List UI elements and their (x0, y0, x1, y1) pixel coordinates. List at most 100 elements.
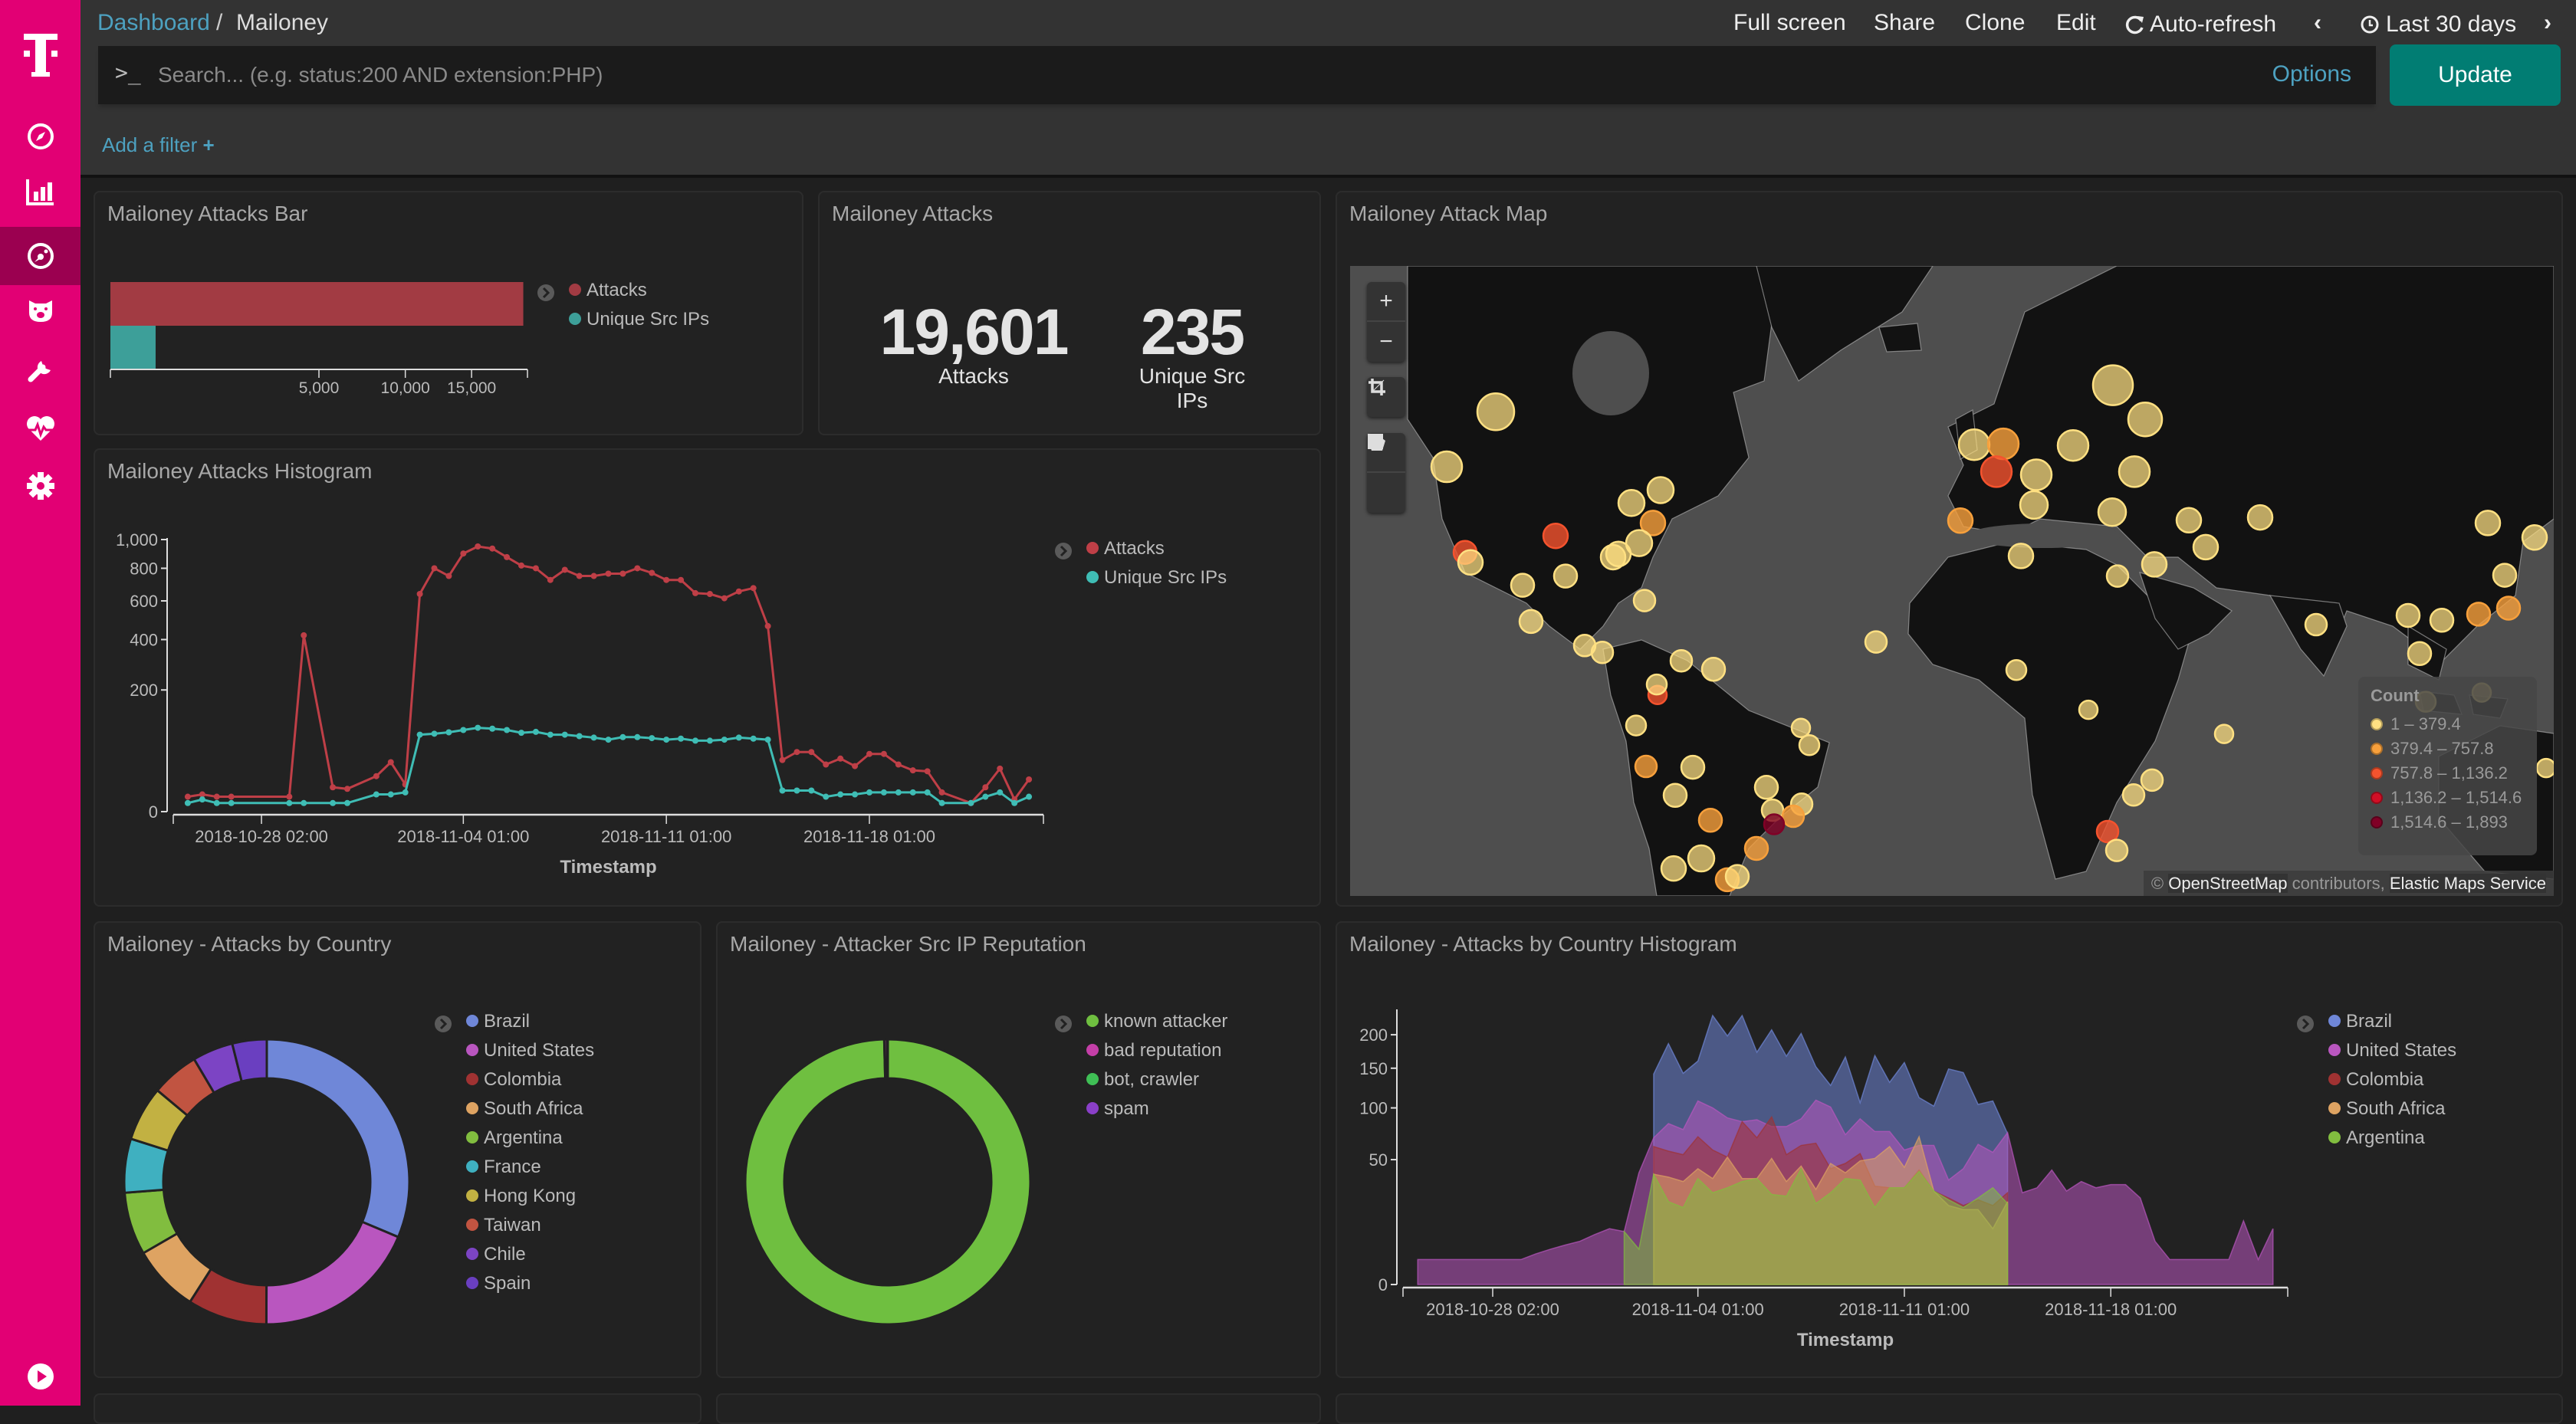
attack-location-marker[interactable] (2005, 659, 2028, 681)
legend-item[interactable]: Brazil (466, 1011, 530, 1032)
legend-item[interactable]: Taiwan (466, 1215, 541, 1235)
legend-item[interactable]: Spain (466, 1273, 531, 1294)
clone-button[interactable]: Clone (1965, 10, 2026, 35)
attack-location-marker[interactable] (1639, 510, 1667, 536)
attack-location-marker[interactable] (1864, 630, 1888, 654)
legend-item[interactable]: Colombia (466, 1069, 562, 1090)
attack-location-marker[interactable] (1700, 656, 1727, 682)
zoom-out-button[interactable]: − (1379, 329, 1393, 354)
legend-toggle-button[interactable] (435, 1016, 452, 1032)
sidebar-collapse-button[interactable] (0, 1347, 80, 1406)
attack-location-marker[interactable] (2175, 507, 2203, 534)
attack-location-marker[interactable] (1645, 673, 1668, 696)
brand-logo[interactable] (0, 23, 80, 87)
osm-link[interactable]: OpenStreetMap (2168, 874, 2288, 893)
attack-location-marker[interactable] (2407, 641, 2433, 667)
attack-location-marker[interactable] (1552, 563, 1579, 589)
attack-location-marker[interactable] (1542, 522, 1569, 550)
attack-location-marker[interactable] (1986, 427, 2020, 461)
attack-location-marker[interactable] (2121, 783, 2146, 807)
attack-location-marker[interactable] (1743, 835, 1769, 861)
attack-location-marker[interactable] (2535, 757, 2554, 779)
draw-rectangle-button[interactable] (1367, 434, 1405, 513)
attack-location-marker[interactable] (1625, 714, 1648, 737)
attack-location-marker[interactable] (1781, 804, 1806, 828)
options-button[interactable]: Options (2272, 61, 2351, 87)
attack-location-marker[interactable] (2492, 563, 2518, 588)
attack-location-marker[interactable] (2019, 490, 2049, 520)
attack-location-marker[interactable] (1798, 734, 1821, 756)
legend-item[interactable]: South Africa (2328, 1098, 2446, 1119)
attack-location-marker[interactable] (2466, 602, 2492, 627)
legend-item[interactable]: South Africa (466, 1098, 583, 1119)
sidebar-item-dashboard[interactable] (0, 227, 80, 285)
attack-location-marker[interactable] (2104, 838, 2129, 862)
sidebar-item-dev-tools[interactable] (0, 340, 80, 399)
attack-location-marker[interactable] (1617, 488, 1646, 517)
zoom-in-button[interactable]: + (1367, 282, 1405, 322)
attack-location-marker[interactable] (2429, 608, 2455, 633)
attack-location-marker[interactable] (1687, 844, 1716, 873)
attack-location-marker[interactable] (2213, 723, 2235, 744)
attack-location-marker[interactable] (2078, 699, 2099, 720)
legend-item[interactable]: France (466, 1157, 541, 1177)
legend-item[interactable]: Chile (466, 1244, 526, 1265)
legend-item[interactable]: Colombia (2328, 1069, 2424, 1090)
attack-location-marker[interactable] (1669, 648, 1694, 673)
attack-location-marker[interactable] (2140, 768, 2164, 792)
attack-location-marker[interactable] (2496, 596, 2522, 621)
attack-location-marker[interactable] (1680, 754, 1706, 780)
ems-link[interactable]: Elastic Maps Service (2389, 874, 2546, 893)
legend-toggle-button[interactable] (1055, 1016, 1072, 1032)
attack-location-marker[interactable] (2019, 458, 2053, 491)
attack-location-marker[interactable] (2097, 497, 2128, 527)
attack-location-marker[interactable] (1980, 455, 2013, 488)
sidebar-item-monitoring[interactable] (0, 399, 80, 458)
attack-location-marker[interactable] (2474, 510, 2502, 536)
attack-location-marker[interactable] (2091, 364, 2134, 406)
attack-location-marker[interactable] (1947, 507, 1974, 534)
attack-location-marker[interactable] (1430, 450, 1464, 484)
legend-toggle-button[interactable] (2297, 1016, 2314, 1032)
attack-location-marker[interactable] (1632, 589, 1657, 612)
attack-location-marker[interactable] (1697, 808, 1723, 833)
world-map[interactable]: + − Count 1 – 379.4 379.4 – 757.8 757.8 – … (1350, 266, 2554, 896)
attack-location-marker[interactable] (2127, 401, 2164, 438)
attack-location-marker[interactable] (1599, 543, 1627, 571)
sidebar-item-management[interactable] (0, 457, 80, 515)
breadcrumb-dashboard-link[interactable]: Dashboard (97, 10, 210, 35)
full-screen-button[interactable]: Full screen (1733, 10, 1846, 35)
attack-location-marker[interactable] (1476, 392, 1516, 431)
attack-location-marker[interactable] (2304, 612, 2328, 637)
time-picker-button[interactable]: Last 30 days (2360, 9, 2516, 40)
attack-location-marker[interactable] (1634, 754, 1658, 779)
legend-item[interactable]: spam (1086, 1098, 1149, 1119)
attack-location-marker[interactable] (2007, 543, 2035, 569)
legend-toggle-button[interactable] (537, 284, 554, 301)
attack-location-marker[interactable] (2105, 564, 2130, 588)
legend-item[interactable]: Argentina (466, 1127, 563, 1148)
legend-toggle-button[interactable] (1055, 543, 1072, 559)
attack-location-marker[interactable] (1724, 864, 1750, 889)
attack-location-marker[interactable] (1957, 428, 1991, 461)
sidebar-item-timelion[interactable] (0, 281, 80, 340)
legend-item[interactable]: Unique Src IPs (569, 309, 709, 330)
attack-location-marker[interactable] (2141, 551, 2168, 578)
attack-location-marker[interactable] (1660, 855, 1687, 882)
time-next-button[interactable]: › (2544, 10, 2551, 35)
sidebar-item-visualize[interactable] (0, 163, 80, 221)
legend-item[interactable]: Hong Kong (466, 1186, 576, 1206)
attack-location-marker[interactable] (2118, 455, 2151, 488)
attack-location-marker[interactable] (2395, 602, 2421, 628)
attack-location-marker[interactable] (1510, 573, 1536, 598)
attack-location-marker[interactable] (2192, 533, 2220, 561)
attack-location-marker[interactable] (2521, 524, 2548, 551)
legend-item[interactable]: Attacks (1086, 538, 1165, 559)
attack-location-marker[interactable] (1590, 640, 1615, 664)
legend-item[interactable]: United States (2328, 1040, 2456, 1061)
legend-item[interactable]: known attacker (1086, 1011, 1227, 1032)
legend-item[interactable]: bot, crawler (1086, 1069, 1199, 1090)
attack-location-marker[interactable] (1753, 775, 1779, 800)
legend-item[interactable]: United States (466, 1040, 594, 1061)
sidebar-item-discover[interactable] (0, 107, 80, 166)
